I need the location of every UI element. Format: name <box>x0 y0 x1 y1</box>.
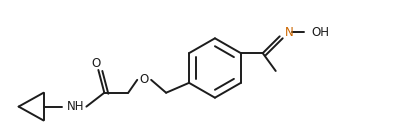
Text: N: N <box>285 26 293 39</box>
Text: O: O <box>139 73 149 86</box>
Text: NH: NH <box>67 100 84 113</box>
Text: OH: OH <box>312 26 329 39</box>
Text: O: O <box>92 57 101 69</box>
